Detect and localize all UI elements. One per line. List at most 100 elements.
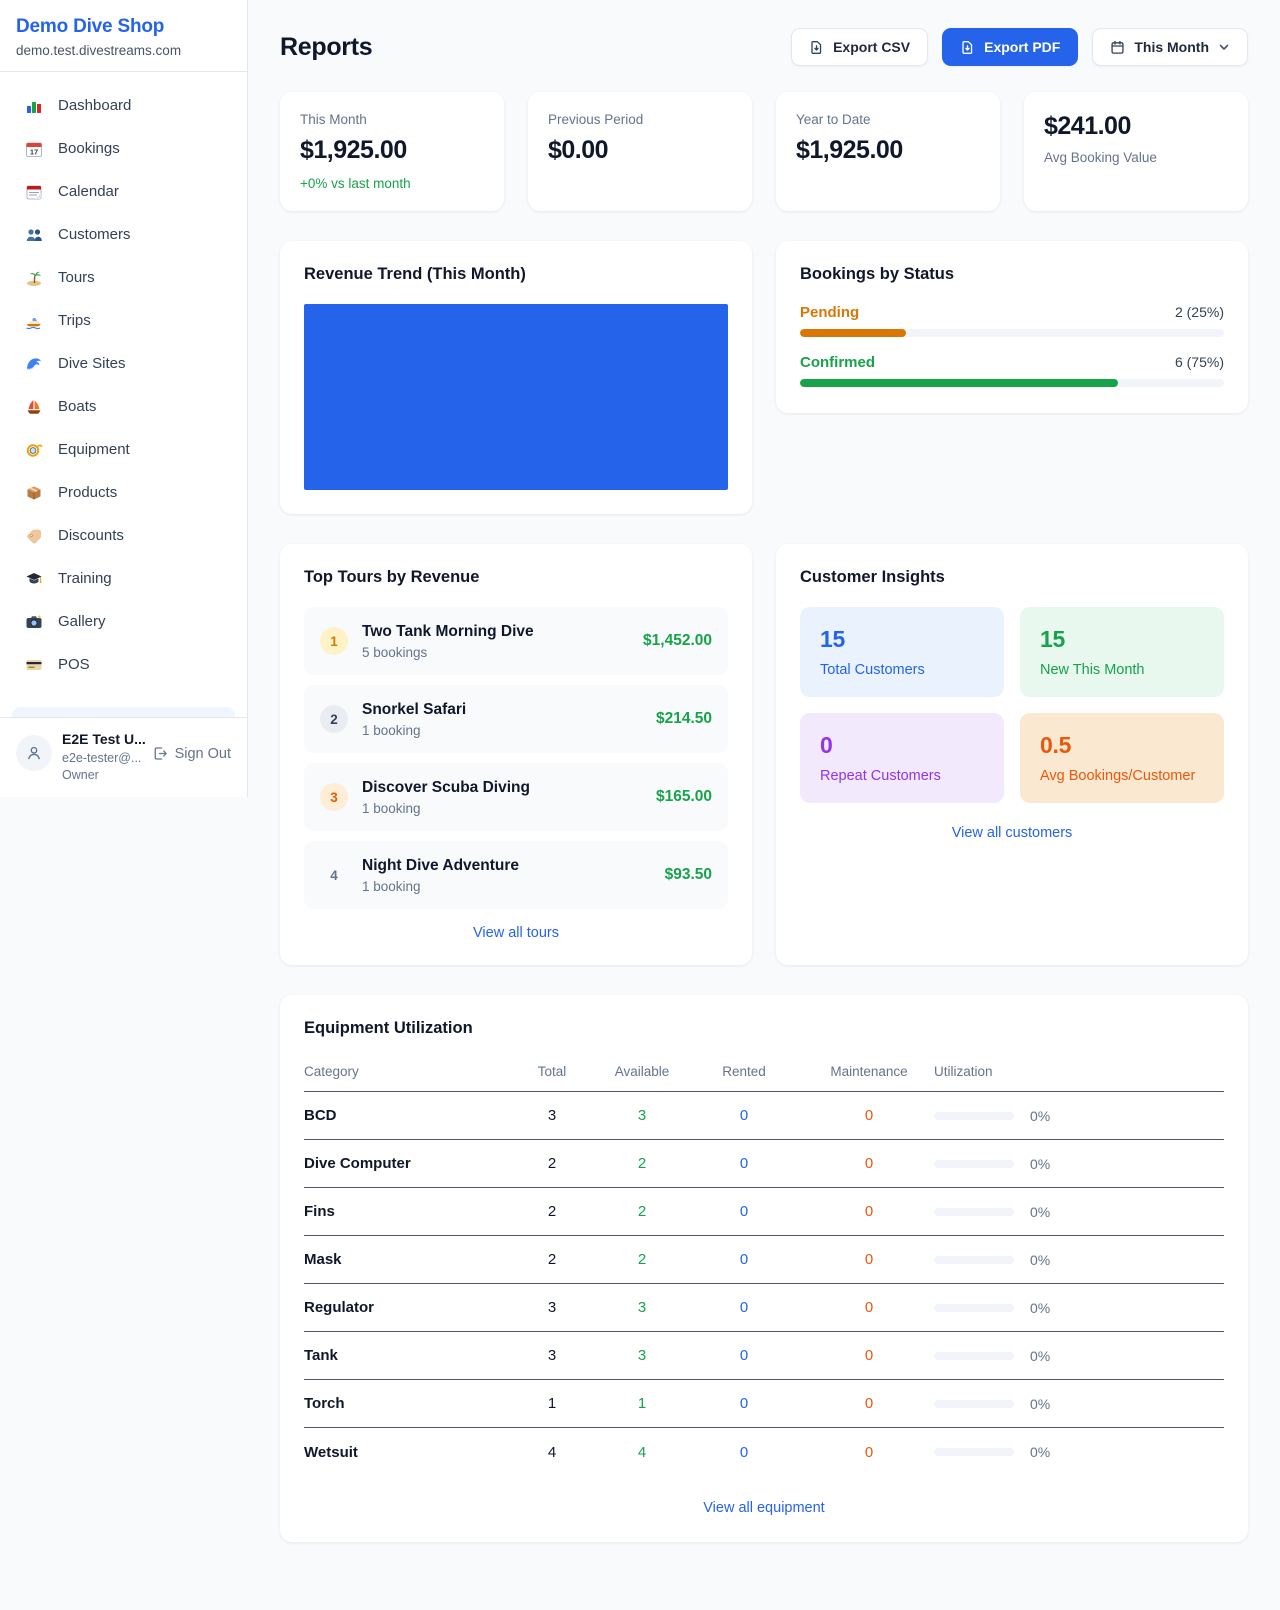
- export-pdf-button[interactable]: Export PDF: [942, 28, 1079, 66]
- period-dropdown[interactable]: This Month: [1092, 28, 1248, 66]
- sidebar-item-label: Training: [58, 570, 112, 587]
- view-all-customers-link[interactable]: View all customers: [951, 825, 1073, 841]
- tour-row: 3 Discover Scuba Diving 1 booking $165.0…: [304, 763, 728, 831]
- equipment-rented: 0: [739, 1107, 749, 1124]
- export-csv-label: Export CSV: [833, 39, 911, 55]
- tile-label: New This Month: [1040, 662, 1145, 678]
- tile-value: 0.5: [1040, 732, 1072, 758]
- sidebar-item-label: Dashboard: [58, 97, 132, 114]
- tour-amount: $214.50: [655, 710, 712, 727]
- period-label: This Month: [1134, 39, 1209, 55]
- equipment-available: 2: [637, 1203, 647, 1220]
- utilization-bar-track: [934, 1399, 1014, 1408]
- sidebar-item-label: POS: [58, 656, 90, 673]
- equipment-utilization-cell: 0%: [934, 1396, 1224, 1412]
- status-rows: Pending 2 (25%) Confirmed 6 (75%): [800, 304, 1224, 387]
- view-all-equipment-link[interactable]: View all equipment: [703, 1500, 825, 1516]
- tour-name: Two Tank Morning Dive: [362, 622, 534, 640]
- status-value: 2 (25%): [1174, 304, 1224, 320]
- bookings-by-status-title: Bookings by Status: [800, 265, 955, 283]
- equipment-table-header: Category Total Available Rented Maintena…: [304, 1052, 1224, 1092]
- tour-name: Night Dive Adventure: [362, 856, 520, 874]
- equipment-total: 3: [547, 1107, 557, 1124]
- sidebar-item-reports-partial[interactable]: [12, 707, 235, 718]
- equipment-category: Fins: [304, 1203, 335, 1220]
- equipment-available: 3: [637, 1299, 647, 1316]
- graduation-cap-icon: [24, 569, 44, 589]
- sidebar-item-tours[interactable]: Tours: [12, 256, 235, 299]
- tour-amount: $93.50: [664, 866, 712, 883]
- user-role: Owner: [62, 768, 99, 783]
- equipment-total: 2: [547, 1251, 557, 1268]
- utilization-bar-track: [934, 1303, 1014, 1312]
- equipment-utilization-cell: 0%: [934, 1444, 1224, 1460]
- credit-card-icon: [24, 655, 44, 675]
- sidebar-item-equipment[interactable]: Equipment: [12, 428, 235, 471]
- status-bar-track: [800, 329, 1224, 337]
- equipment-rented: 0: [739, 1347, 749, 1364]
- tile-new-this-month: 15 New This Month: [1020, 607, 1224, 697]
- stat-value: $1,925.00: [300, 136, 407, 164]
- sidebar-item-dive-sites[interactable]: Dive Sites: [12, 342, 235, 385]
- equipment-maintenance: 0: [864, 1203, 874, 1220]
- stat-card-year-to-date: Year to Date $1,925.00: [776, 92, 1000, 211]
- utilization-percent: 0%: [1030, 1444, 1051, 1460]
- avatar: [16, 735, 52, 772]
- equipment-available: 2: [637, 1155, 647, 1172]
- sign-out-button[interactable]: Sign Out: [151, 745, 231, 762]
- sailboat-icon: [24, 397, 44, 417]
- equipment-utilization-title: Equipment Utilization: [304, 1019, 473, 1037]
- header-actions: Export CSV Export PDF This Month: [791, 28, 1248, 66]
- tour-bookings: 1 booking: [362, 878, 421, 894]
- revenue-trend-chart: [304, 304, 728, 490]
- utilization-bar-track: [934, 1255, 1014, 1264]
- sidebar-item-gallery[interactable]: Gallery: [12, 600, 235, 643]
- sidebar-item-dashboard[interactable]: Dashboard: [12, 84, 235, 127]
- equipment-utilization-cell: 0%: [934, 1156, 1224, 1172]
- equipment-category: Wetsuit: [304, 1443, 358, 1461]
- calendar-icon: [1111, 40, 1124, 54]
- view-all-tours-link[interactable]: View all tours: [473, 925, 559, 941]
- tour-bookings: 5 bookings: [362, 644, 428, 660]
- sidebar-item-products[interactable]: Products: [12, 471, 235, 514]
- sidebar-item-pos[interactable]: POS: [12, 643, 235, 686]
- tour-bookings: 1 booking: [362, 800, 421, 816]
- sidebar-item-training[interactable]: Training: [12, 557, 235, 600]
- sidebar-item-trips[interactable]: Trips: [12, 299, 235, 342]
- sidebar-item-calendar[interactable]: Calendar: [12, 170, 235, 213]
- tile-value: 0: [820, 732, 833, 758]
- tour-row: 2 Snorkel Safari 1 booking $214.50: [304, 685, 728, 753]
- chevron-down-icon: [1219, 44, 1229, 50]
- status-bar-fill: [800, 379, 1118, 387]
- stat-label: This Month: [300, 112, 367, 127]
- equipment-maintenance: 0: [864, 1347, 874, 1364]
- stat-value: $241.00: [1044, 112, 1131, 140]
- file-download-icon: [962, 40, 973, 54]
- column-header: Maintenance: [830, 1064, 908, 1079]
- status-label: Pending: [800, 304, 860, 321]
- sidebar-item-discounts[interactable]: Discounts: [12, 514, 235, 557]
- export-csv-button[interactable]: Export CSV: [791, 28, 929, 66]
- equipment-maintenance: 0: [864, 1395, 874, 1412]
- package-icon: [24, 483, 44, 503]
- shop-name: Demo Dive Shop: [16, 16, 165, 37]
- page-title: Reports: [280, 32, 373, 61]
- sidebar-item-bookings[interactable]: 17 Bookings: [12, 127, 235, 170]
- customer-insights-card: Customer Insights 15 Total Customers 15 …: [776, 544, 1248, 965]
- sidebar-item-customers[interactable]: Customers: [12, 213, 235, 256]
- column-header: Category: [304, 1064, 359, 1079]
- charts-row: Revenue Trend (This Month) Bookings by S…: [280, 241, 1248, 514]
- island-icon: [24, 268, 44, 288]
- equipment-utilization-cell: 0%: [934, 1252, 1224, 1268]
- sidebar-item-label: Discounts: [58, 527, 124, 544]
- equipment-total: 3: [547, 1347, 557, 1364]
- svg-text:17: 17: [30, 147, 38, 156]
- sidebar-item-boats[interactable]: Boats: [12, 385, 235, 428]
- equipment-category: BCD: [304, 1107, 337, 1124]
- stats-row: This Month $1,925.00 +0% vs last month P…: [280, 92, 1248, 211]
- equipment-row: Tank 3 3 0 0 0%: [304, 1332, 1224, 1380]
- stat-card-this-month: This Month $1,925.00 +0% vs last month: [280, 92, 504, 211]
- equipment-maintenance: 0: [864, 1443, 874, 1461]
- equipment-rented: 0: [739, 1299, 749, 1316]
- user-info: E2E Test U... e2e-tester@... Owner: [62, 731, 146, 784]
